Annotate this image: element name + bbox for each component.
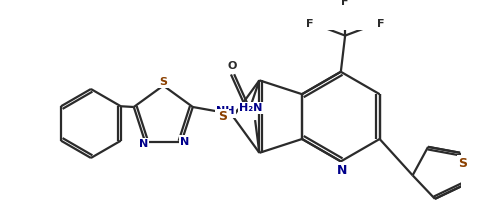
Text: F: F <box>376 18 384 29</box>
Text: NH: NH <box>216 106 235 116</box>
Text: N: N <box>337 163 348 176</box>
Text: S: S <box>159 77 167 87</box>
Text: H₂N: H₂N <box>239 103 262 113</box>
Text: S: S <box>458 157 467 170</box>
Text: F: F <box>342 0 349 7</box>
Text: S: S <box>218 110 227 123</box>
Text: N: N <box>180 137 190 147</box>
Text: N: N <box>139 139 148 149</box>
Text: O: O <box>228 61 237 71</box>
Text: F: F <box>306 18 314 29</box>
